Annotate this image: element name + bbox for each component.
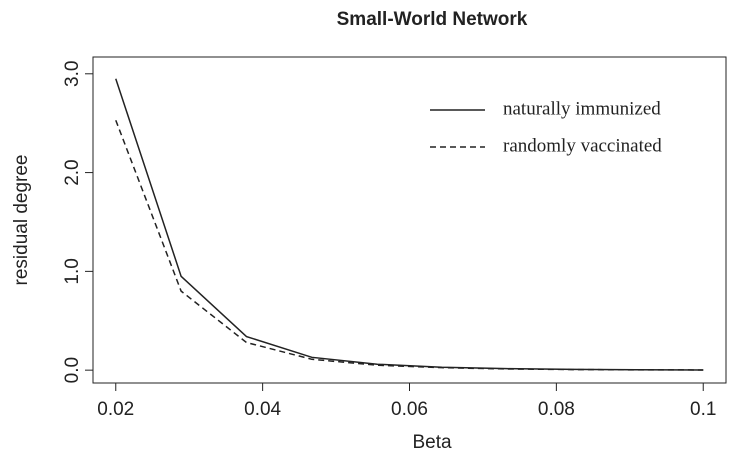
y-tick-label: 3.0 <box>62 61 83 87</box>
x-tick-label: 0.08 <box>538 399 575 420</box>
legend-label: randomly vaccinated <box>503 135 662 156</box>
x-tick-label: 0.1 <box>690 399 716 420</box>
y-tick-label: 2.0 <box>62 159 83 185</box>
x-tick-label: 0.04 <box>244 399 281 420</box>
y-tick-label: 1.0 <box>62 258 83 284</box>
y-tick-label: 0.0 <box>62 357 83 383</box>
series-line <box>115 119 704 371</box>
legend-label: naturally immunized <box>503 98 661 119</box>
x-tick-label: 0.06 <box>391 399 428 420</box>
x-tick-label: 0.02 <box>97 399 134 420</box>
y-axis-label: residual degree <box>11 155 32 286</box>
series-line <box>115 78 704 371</box>
chart-title: Small-World Network <box>337 9 528 30</box>
x-axis-label: Beta <box>412 432 452 453</box>
